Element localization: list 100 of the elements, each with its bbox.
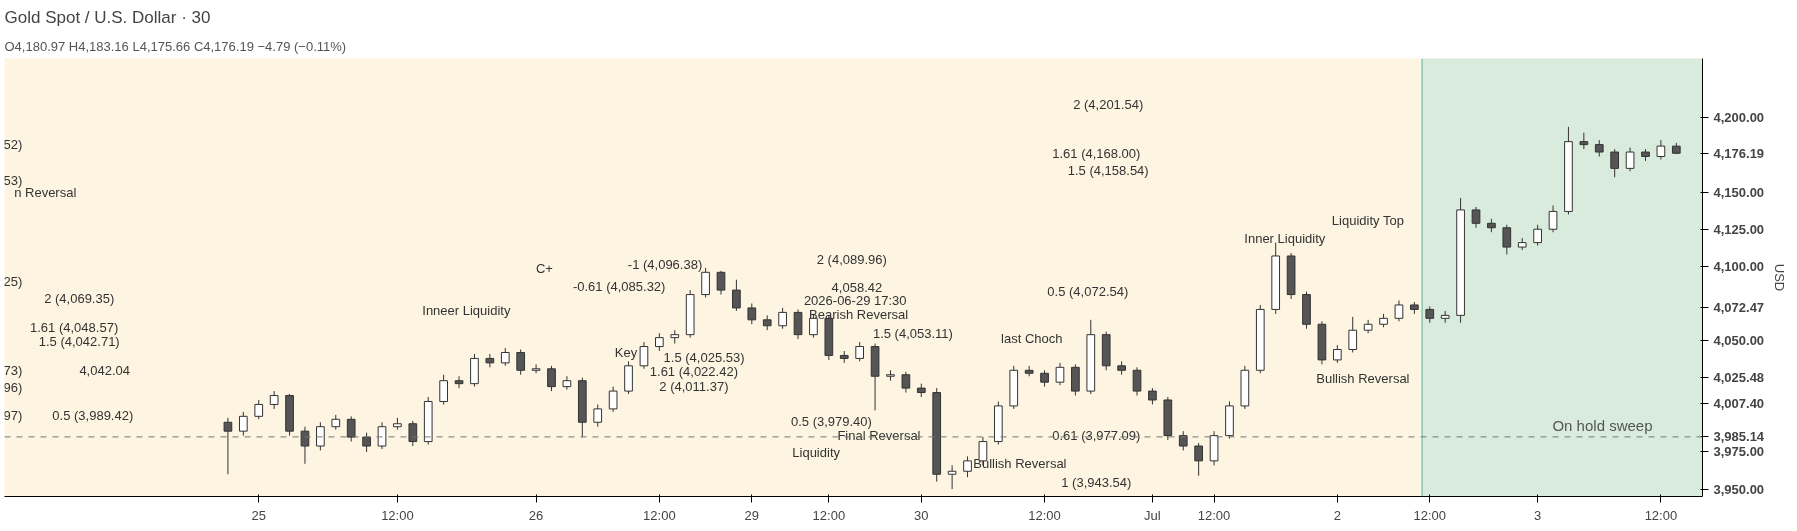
annotation: C+ xyxy=(535,261,553,277)
text: 96) xyxy=(3,379,23,395)
text: 1.61 (4,048.57) xyxy=(30,319,119,335)
ref-line-label: On hold sweep xyxy=(1552,416,1653,434)
candlestick xyxy=(377,421,387,450)
annotation: -1 (4,096.38) xyxy=(627,256,703,272)
candlestick xyxy=(454,375,464,389)
candlestick xyxy=(1132,366,1142,397)
x-tick-label: 12:00 xyxy=(1028,507,1061,523)
annotation: 0.61 (3,977.09) xyxy=(1052,428,1141,444)
candlestick xyxy=(716,270,726,296)
y-tick-label: 4,050.00 xyxy=(1713,333,1765,349)
y-tick-label: 4,200.00 xyxy=(1713,110,1765,126)
annotation: Key xyxy=(614,344,638,360)
candlestick xyxy=(238,411,248,437)
candlestick xyxy=(778,307,787,330)
candlestick xyxy=(732,279,741,312)
candlestick xyxy=(562,375,572,391)
candlestick xyxy=(346,415,356,443)
y-tick-label: 3,950.00 xyxy=(1713,481,1765,497)
annotation: Bullish Reversal xyxy=(1316,370,1410,386)
candlestick xyxy=(1579,132,1589,150)
x-tick-label: 12:00 xyxy=(1197,507,1231,523)
candlestick xyxy=(1363,319,1373,334)
x-tick-label: 25 xyxy=(251,507,266,523)
x-tick-label: 2 xyxy=(1333,507,1341,523)
candlestick xyxy=(1394,300,1404,322)
annotation: 1.61 (4,022.42) xyxy=(649,364,738,380)
chart-subtitle: O4,180.97 H4,183.16 L4,175.66 C4,176.19 −4.79 (−0.11%) xyxy=(4,38,347,54)
candlestick xyxy=(516,349,526,376)
annotation: Bearish Reversal xyxy=(809,306,909,322)
annotation: 2 (4,089.96) xyxy=(816,252,887,268)
annotation: 4,058.42 xyxy=(831,279,883,295)
text: 0.5 (3,989.42) xyxy=(52,407,134,423)
x-tick-label: 30 xyxy=(914,507,929,523)
candlestick xyxy=(1471,206,1481,229)
text: 1.5 (4,042.71) xyxy=(38,334,120,350)
candlestick xyxy=(855,341,865,362)
text: 73) xyxy=(3,362,23,378)
annotation: 0.5 (4,072.54) xyxy=(1047,284,1129,300)
candlestick xyxy=(593,403,603,428)
y-tick-label: 4,072.47 xyxy=(1713,299,1765,315)
candlestick xyxy=(1502,224,1512,255)
candlestick xyxy=(531,363,541,374)
annotation: Liquidity xyxy=(792,445,841,461)
text: 52) xyxy=(3,137,23,153)
x-tick-label: 3 xyxy=(1534,507,1542,523)
candlestick xyxy=(1610,148,1620,178)
text: 2 (4,069.35) xyxy=(44,291,115,307)
candlestick xyxy=(362,432,371,453)
candlestick xyxy=(1071,363,1080,397)
annotation: 1 (3,943.54) xyxy=(1061,475,1132,491)
annotation: 2 (4,201.54) xyxy=(1073,96,1144,112)
y-tick-label: 4,100.00 xyxy=(1713,258,1765,274)
annotation: 1.5 (4,025.53) xyxy=(663,349,745,365)
candlestick xyxy=(485,353,495,368)
annotation: last Choch xyxy=(1001,331,1063,347)
y-tick-label: 4,125.00 xyxy=(1713,221,1765,237)
annotation: 0.5 (3,979.40) xyxy=(790,413,872,429)
annotation: Liquidity Top xyxy=(1331,213,1404,229)
y-tick-label: 4,150.00 xyxy=(1713,184,1765,200)
candlestick xyxy=(1533,224,1542,247)
y-tick-label: 4,176.19 xyxy=(1713,145,1765,161)
x-tick-label: 12:00 xyxy=(381,507,414,523)
candlestick xyxy=(963,455,972,478)
candlestick xyxy=(1548,204,1558,233)
candlestick xyxy=(1625,147,1635,172)
x-tick-label: 12:00 xyxy=(1413,507,1447,523)
annotation: 1.61 (4,168.00) xyxy=(1052,146,1141,162)
candlestick xyxy=(947,464,957,490)
candlestick xyxy=(1055,362,1065,386)
text: 97) xyxy=(3,407,23,423)
candlestick xyxy=(1348,316,1358,353)
text: 25) xyxy=(3,273,23,289)
candlestick xyxy=(223,417,233,475)
x-tick-label: 26 xyxy=(528,507,544,523)
candlestick xyxy=(793,308,803,340)
x-tick-label: 12:00 xyxy=(1644,507,1678,523)
annotation: 1.5 (4,158.54) xyxy=(1067,162,1149,178)
candlestick xyxy=(1656,139,1666,160)
annotation: 2026-06-29 17:30 xyxy=(803,293,907,309)
candlestick xyxy=(439,374,448,405)
candlestick xyxy=(639,341,649,370)
x-tick-label: Jul xyxy=(1144,507,1161,523)
y-tick-label: 3,985.14 xyxy=(1713,429,1765,445)
annotation: Inneer Liquidity xyxy=(422,303,511,319)
candlestick xyxy=(747,302,757,325)
y-tick-label: 4,007.40 xyxy=(1713,396,1765,412)
y-tick-label: 4,025.48 xyxy=(1713,369,1765,385)
candlestick xyxy=(408,420,418,447)
annotation: 1.5 (4,053.11) xyxy=(872,326,953,342)
annotation: 2 (4,011.37) xyxy=(659,378,729,394)
candlestick xyxy=(547,365,556,392)
candlestick xyxy=(608,386,618,413)
annotation: Bullish Reversal xyxy=(973,456,1067,472)
x-tick-label: 12:00 xyxy=(812,507,846,523)
x-tick-label: 29 xyxy=(744,507,760,523)
annotation: Final Reversal xyxy=(837,428,921,444)
candlestick xyxy=(701,267,710,299)
x-tick-label: 12:00 xyxy=(643,507,676,523)
